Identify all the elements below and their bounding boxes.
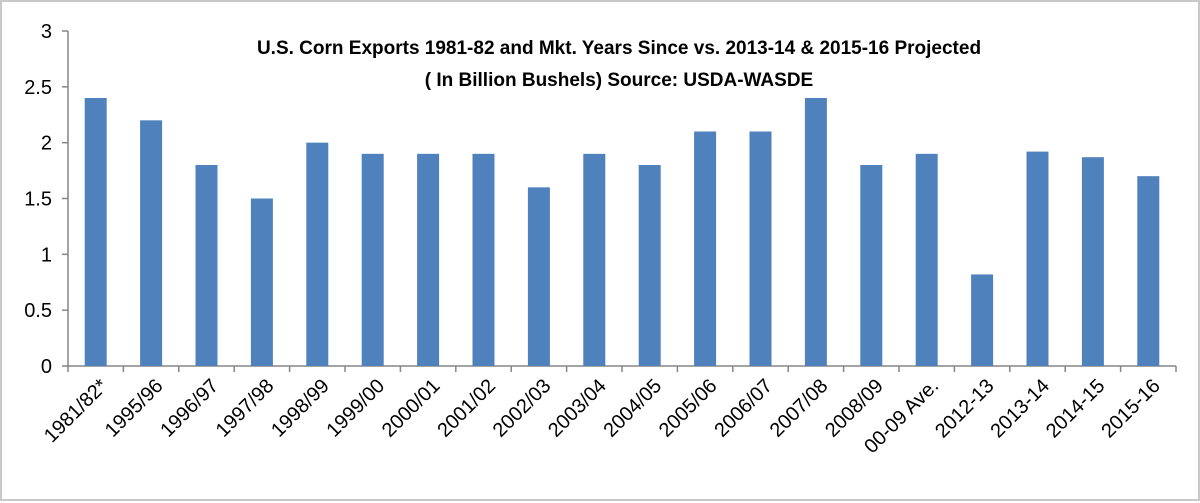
bar [860,165,883,366]
x-tick-label: 1998/99 [267,375,334,442]
bar [1026,151,1049,366]
bar [195,165,218,366]
x-tick-label: 2006/07 [710,375,777,442]
x-tick-label: 2012-13 [931,375,998,442]
bar [915,153,938,366]
bar [1081,157,1104,366]
y-tick-label: 2 [41,133,52,155]
x-tick-label: 2001/02 [433,375,500,442]
bar [694,131,717,366]
bar [472,153,495,366]
y-tick-label: 3 [41,21,52,43]
y-tick-label: 1 [41,244,52,266]
x-tick-label: 1996/97 [156,375,223,442]
x-tick-label: 1999/00 [323,375,390,442]
bar [140,120,163,366]
x-tick-label: 2002/03 [489,375,556,442]
bars [84,98,1160,366]
y-axis-ticks [62,30,68,367]
x-tick-label: 1995/96 [101,375,168,442]
y-tick-label: 1.5 [24,189,52,211]
chart-subtitle: ( In Billion Bushels) Source: USDA-WASDE [425,70,813,91]
bar [361,153,384,366]
x-axis-labels: 1981/82*1995/961996/971997/981998/991999… [40,375,1165,458]
x-tick-label: 1997/98 [212,375,279,442]
bar [250,198,273,366]
bar [971,274,994,366]
y-axis-labels: 0 0.5 1 1.5 2 2.5 3 [24,21,52,378]
x-tick-label: 2013-14 [987,375,1054,442]
bar [583,153,606,366]
bar [638,165,661,366]
x-tick-label: 2004/05 [600,375,667,442]
chart-title: U.S. Corn Exports 1981-82 and Mkt. Years… [257,38,981,59]
x-tick-label: 2015-16 [1097,375,1164,442]
y-tick-label: 0 [41,356,52,378]
x-tick-label: 2000/01 [378,375,445,442]
bar [306,142,329,366]
bar [417,153,440,366]
x-tick-label: 2014-15 [1042,375,1109,442]
bar [749,131,772,366]
x-tick-label: 2007/08 [766,375,833,442]
bar [804,98,827,366]
y-tick-label: 2.5 [24,77,52,99]
bar [84,98,107,366]
bar [527,187,550,366]
x-tick-label: 2003/04 [544,375,611,442]
y-tick-label: 0.5 [24,300,52,322]
x-axis-ticks [67,366,1177,372]
x-tick-label: 2005/06 [655,375,722,442]
bar [1137,176,1160,366]
x-tick-label: 1981/82* [40,375,112,447]
